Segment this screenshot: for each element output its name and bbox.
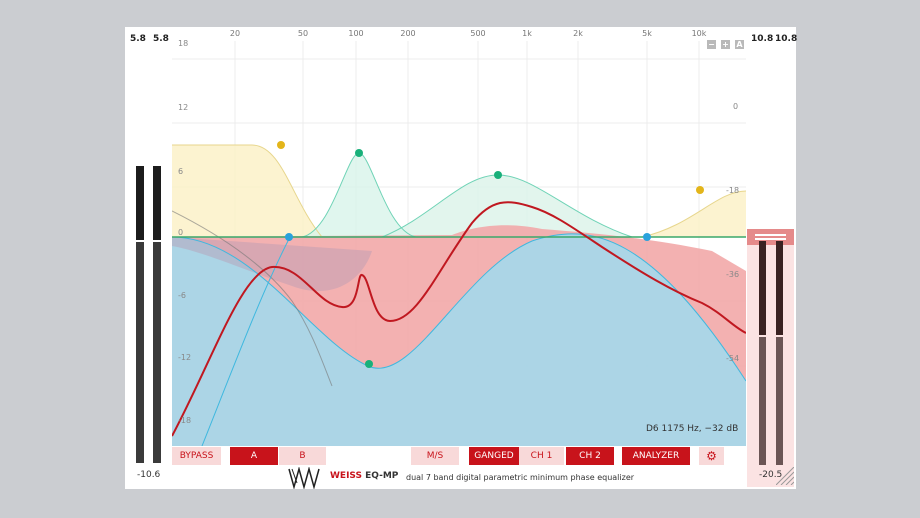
analyzer-button[interactable]: ANALYZER [622, 447, 690, 465]
band-6-node[interactable] [643, 233, 651, 241]
db-label-left: 12 [178, 103, 189, 112]
left-level: -10.6 [137, 470, 161, 480]
db-label-right: -36 [726, 270, 740, 279]
ms-button[interactable]: M/S [411, 447, 459, 465]
freq-label: 2k [573, 29, 583, 38]
freq-label: 10k [691, 29, 707, 38]
gear-icon: ⚙ [706, 449, 717, 463]
resize-grip-icon[interactable] [776, 467, 794, 485]
db-label-left: -6 [178, 291, 186, 300]
band-3-shape [302, 153, 416, 237]
freq-label: 100 [348, 29, 364, 38]
right-level: -20.5 [759, 470, 783, 480]
preset-a-button[interactable]: A [230, 447, 278, 465]
combined-eq-curve [172, 201, 746, 437]
left-meter-1 [136, 166, 144, 463]
band-1-node[interactable] [277, 141, 285, 149]
band-4-node[interactable] [494, 171, 502, 179]
freq-label: 50 [297, 29, 309, 38]
db-label-left: -18 [178, 416, 192, 425]
db-label-left: -12 [178, 353, 192, 362]
db-label-left: 18 [178, 39, 189, 48]
ganged-button[interactable]: GANGED [469, 447, 519, 465]
band-5-fill [172, 233, 746, 446]
band-7-node[interactable] [696, 186, 704, 194]
eq-curve-graph[interactable] [172, 41, 746, 446]
freq-label: 1k [522, 29, 532, 38]
left-peak-1: 5.8 [130, 34, 146, 44]
db-label-right: -54 [726, 354, 740, 363]
left-peak-2: 5.8 [153, 34, 169, 44]
bypass-button[interactable]: BYPASS [172, 447, 221, 465]
output-gain-panel[interactable] [747, 229, 794, 487]
product-description: dual 7 band digital parametric minimum p… [406, 473, 635, 482]
band-4-shape [382, 175, 632, 237]
right-meter-2 [776, 241, 783, 465]
zoom-out-button[interactable]: − [707, 40, 716, 49]
zoom-in-button[interactable]: + [721, 40, 730, 49]
left-meter-2 [153, 166, 161, 463]
db-label-left: 0 [178, 228, 184, 237]
db-label-left: 6 [178, 167, 184, 176]
band-5-node[interactable] [365, 360, 373, 368]
ch2-button[interactable]: CH 2 [566, 447, 614, 465]
freq-label: 500 [470, 29, 486, 38]
brand-label: WEISS [330, 471, 362, 481]
db-label-right: -18 [726, 186, 740, 195]
band-2-node[interactable] [285, 233, 293, 241]
output-gain-handle[interactable] [747, 229, 794, 245]
band-1-shape [172, 145, 322, 237]
ch1-button[interactable]: CH 1 [519, 447, 564, 465]
band-3-node[interactable] [355, 149, 363, 157]
settings-button[interactable]: ⚙ [699, 447, 724, 465]
weiss-logo-icon [288, 467, 320, 489]
freq-label: 5k [642, 29, 652, 38]
db-label-right: 0 [733, 102, 739, 111]
cursor-readout: D6 1175 Hz, −32 dB [646, 424, 739, 434]
right-peak-1: 10.8 [751, 34, 774, 44]
preset-b-button[interactable]: B [279, 447, 326, 465]
zoom-auto-button[interactable]: A [735, 40, 744, 49]
model-label: EQ-MP [365, 471, 399, 481]
band-7-shape [642, 191, 746, 237]
right-meter-1 [759, 241, 766, 465]
right-peak-2: 10.8 [775, 34, 798, 44]
eq-plugin-window: 5.8 5.8 -10.6 10.8 10.8 -20.5 [125, 27, 798, 489]
freq-label: 20 [229, 29, 241, 38]
freq-label: 200 [400, 29, 416, 38]
brand-name: WEISS EQ-MP [330, 471, 398, 481]
